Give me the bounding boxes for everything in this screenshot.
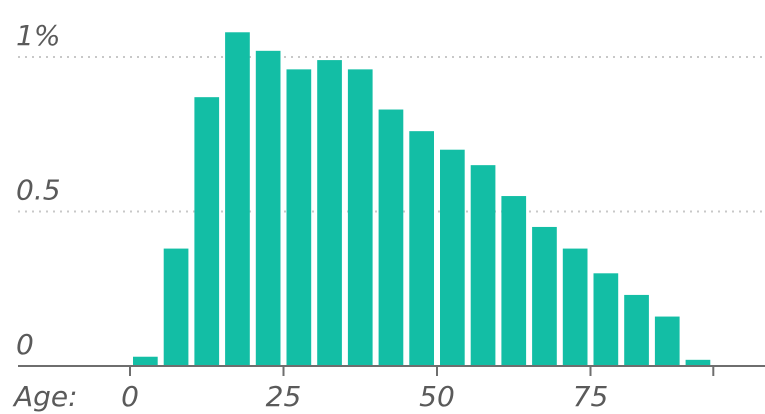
- bar: [194, 97, 220, 367]
- y-tick-label: 1%: [16, 19, 60, 52]
- bars: [133, 32, 711, 367]
- bar: [624, 294, 649, 366]
- bar: [225, 32, 250, 366]
- x-tick-label: 0: [121, 380, 139, 413]
- bar: [286, 69, 312, 367]
- bar: [378, 109, 404, 366]
- bar: [501, 196, 527, 366]
- x-tick-label: 75: [573, 380, 609, 413]
- bar: [317, 60, 342, 367]
- bar: [133, 356, 158, 366]
- bar: [654, 316, 680, 366]
- y-tick-label: 0: [16, 328, 34, 361]
- x-axis-ticks: 0 25 50 75: [121, 366, 715, 413]
- x-axis-label: Age:: [12, 380, 78, 413]
- bar: [440, 149, 465, 366]
- x-tick-label: 25: [266, 380, 302, 413]
- bar: [562, 248, 588, 366]
- y-tick-label: 0.5: [16, 174, 61, 207]
- bar: [593, 273, 619, 366]
- y-axis-labels: 0 0.5 1%: [16, 19, 61, 361]
- bar: [470, 165, 496, 366]
- bar: [685, 359, 711, 366]
- bar: [347, 69, 373, 367]
- x-tick-label: 50: [419, 380, 455, 413]
- bar: [255, 50, 281, 366]
- bar: [163, 248, 189, 366]
- bar: [409, 131, 434, 366]
- bar: [532, 226, 557, 366]
